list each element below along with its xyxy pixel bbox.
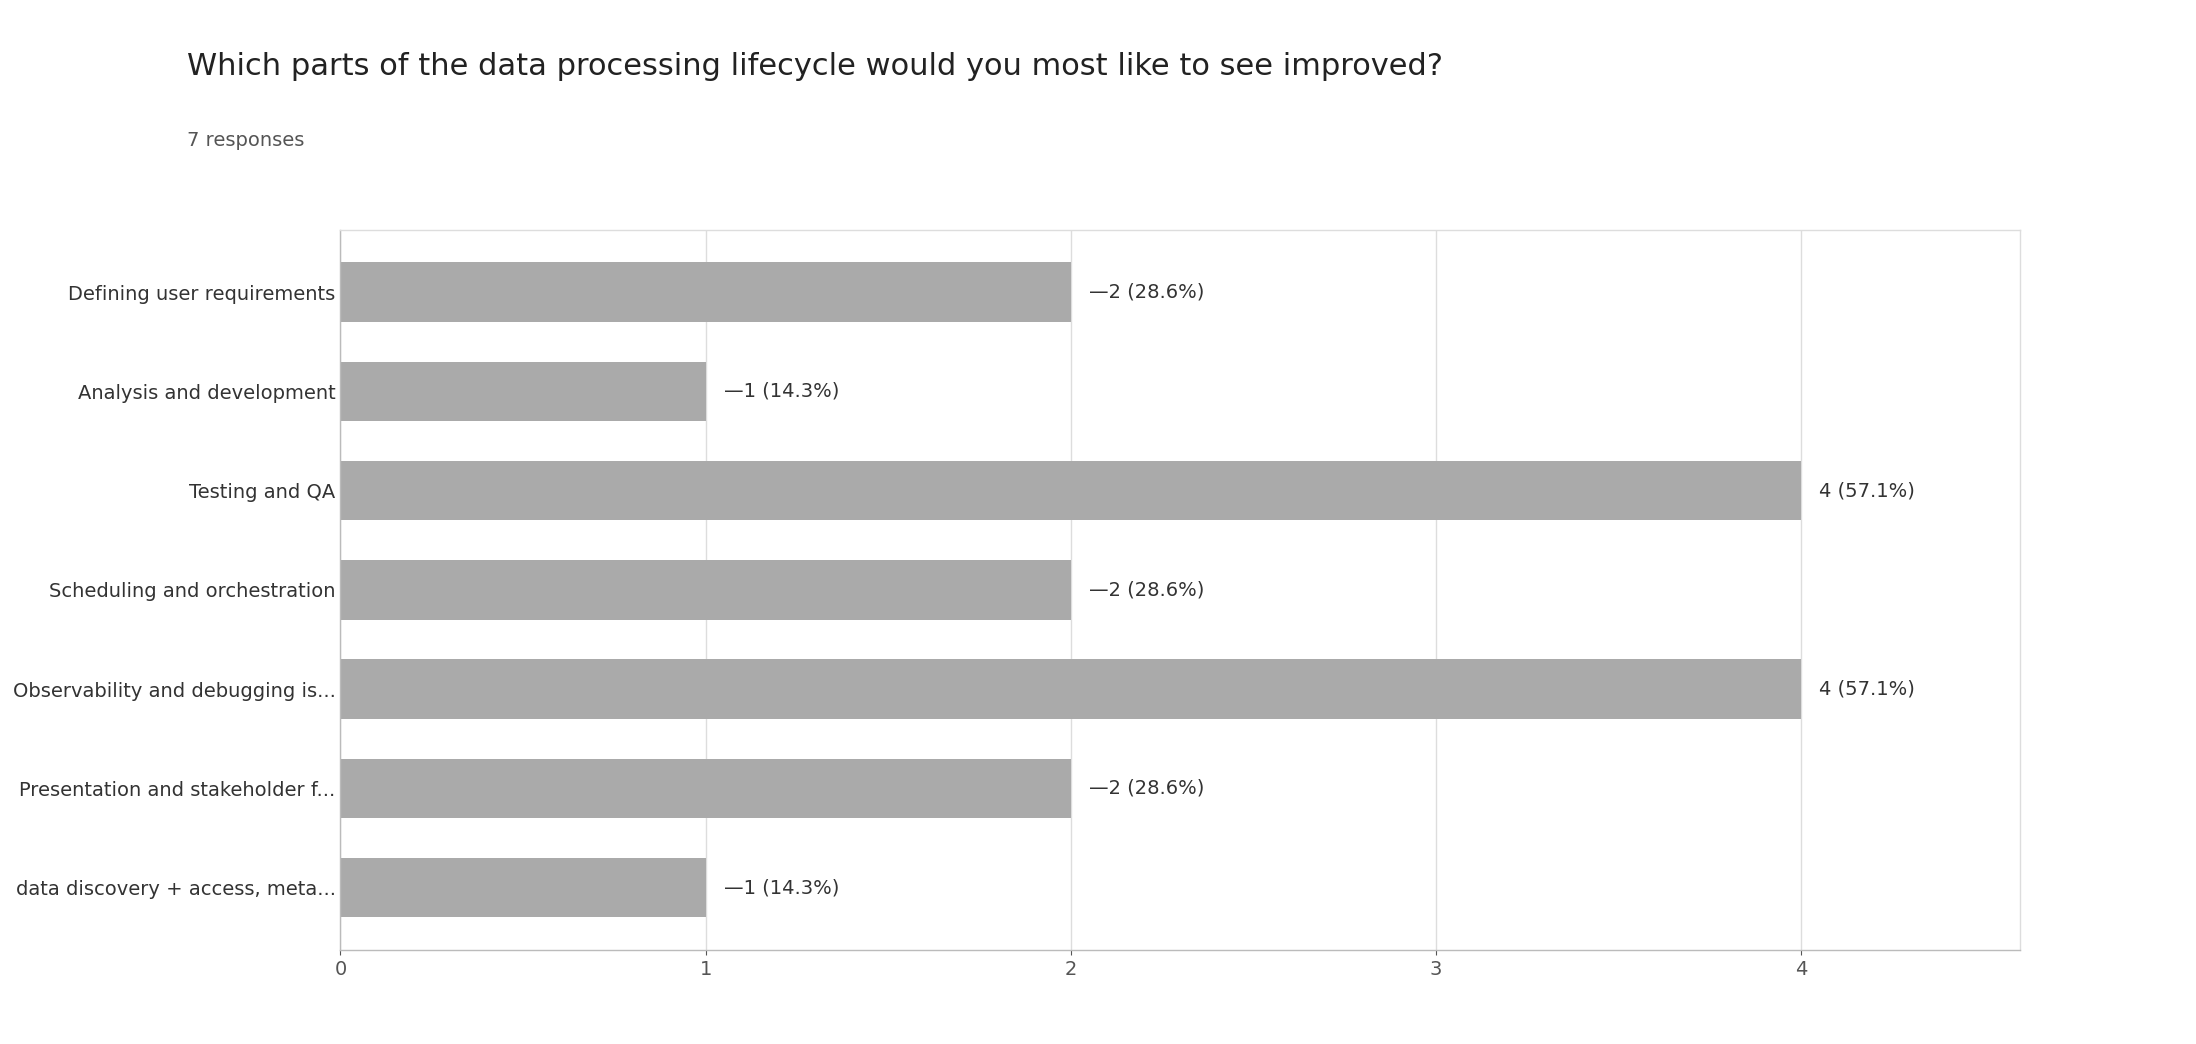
- Bar: [340, 262, 1072, 322]
- Text: 4 (57.1%): 4 (57.1%): [1820, 481, 1915, 500]
- Text: —2 (28.6%): —2 (28.6%): [1089, 580, 1203, 599]
- Bar: [340, 858, 705, 918]
- Text: —1 (14.3%): —1 (14.3%): [725, 382, 839, 401]
- Text: Which parts of the data processing lifecycle would you most like to see improved: Which parts of the data processing lifec…: [187, 52, 1443, 81]
- Bar: [340, 560, 1072, 620]
- Bar: [340, 361, 705, 421]
- Bar: [340, 660, 1801, 719]
- Text: —2 (28.6%): —2 (28.6%): [1089, 779, 1203, 798]
- Text: 4 (57.1%): 4 (57.1%): [1820, 680, 1915, 698]
- Text: —2 (28.6%): —2 (28.6%): [1089, 283, 1203, 302]
- Text: —1 (14.3%): —1 (14.3%): [725, 878, 839, 897]
- Bar: [340, 460, 1801, 520]
- Text: 7 responses: 7 responses: [187, 130, 303, 149]
- Bar: [340, 759, 1072, 818]
